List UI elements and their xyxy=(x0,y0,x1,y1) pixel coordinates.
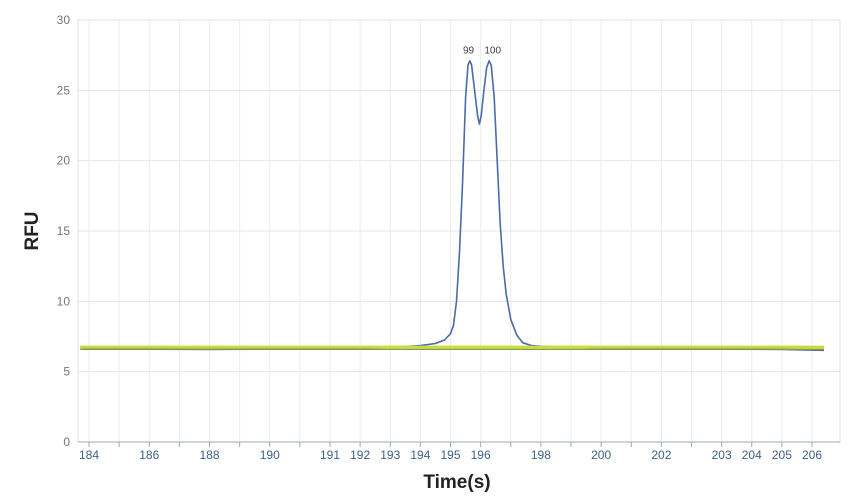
y-tick-label: 5 xyxy=(63,365,70,379)
x-tick-label: 195 xyxy=(440,448,460,462)
y-tick-label: 20 xyxy=(57,154,71,168)
x-tick-label: 191 xyxy=(320,448,340,462)
peak-labels: 99 100 xyxy=(463,45,501,56)
y-tick-label: 30 xyxy=(57,13,71,27)
y-axis-title: RFU xyxy=(22,211,43,250)
y-tick-label: 10 xyxy=(57,294,71,308)
x-tick-label: 204 xyxy=(742,448,762,462)
peak-label: 100 xyxy=(484,45,501,56)
x-tick-label: 202 xyxy=(651,448,671,462)
x-tick-label: 193 xyxy=(380,448,400,462)
x-tick-label: 186 xyxy=(139,448,159,462)
x-tick-label: 198 xyxy=(531,448,551,462)
x-tick-label: 206 xyxy=(802,448,822,462)
x-tick-label: 194 xyxy=(410,448,430,462)
x-axis-ticks: 184 186 188 190 191 192 193 194 195 196 198 200 202 2… xyxy=(79,442,822,462)
y-tick-label: 25 xyxy=(57,83,71,97)
x-tick-label: 188 xyxy=(199,448,219,462)
x-tick-label: 196 xyxy=(471,448,491,462)
x-tick-label: 203 xyxy=(712,448,732,462)
x-tick-label: 192 xyxy=(350,448,370,462)
x-tick-label: 205 xyxy=(772,448,792,462)
y-tick-label: 0 xyxy=(63,435,70,449)
x-axis-title: Time(s) xyxy=(423,472,490,493)
x-tick-label: 200 xyxy=(591,448,611,462)
peak-label: 99 xyxy=(463,45,475,56)
x-tick-label: 190 xyxy=(260,448,280,462)
x-tick-label: 184 xyxy=(79,448,99,462)
signal-trace xyxy=(83,60,825,352)
y-axis-ticks: 0 5 10 15 20 25 30 xyxy=(57,13,71,449)
y-tick-label: 15 xyxy=(57,224,71,238)
grid-lines xyxy=(77,19,841,443)
data-series xyxy=(80,60,825,352)
